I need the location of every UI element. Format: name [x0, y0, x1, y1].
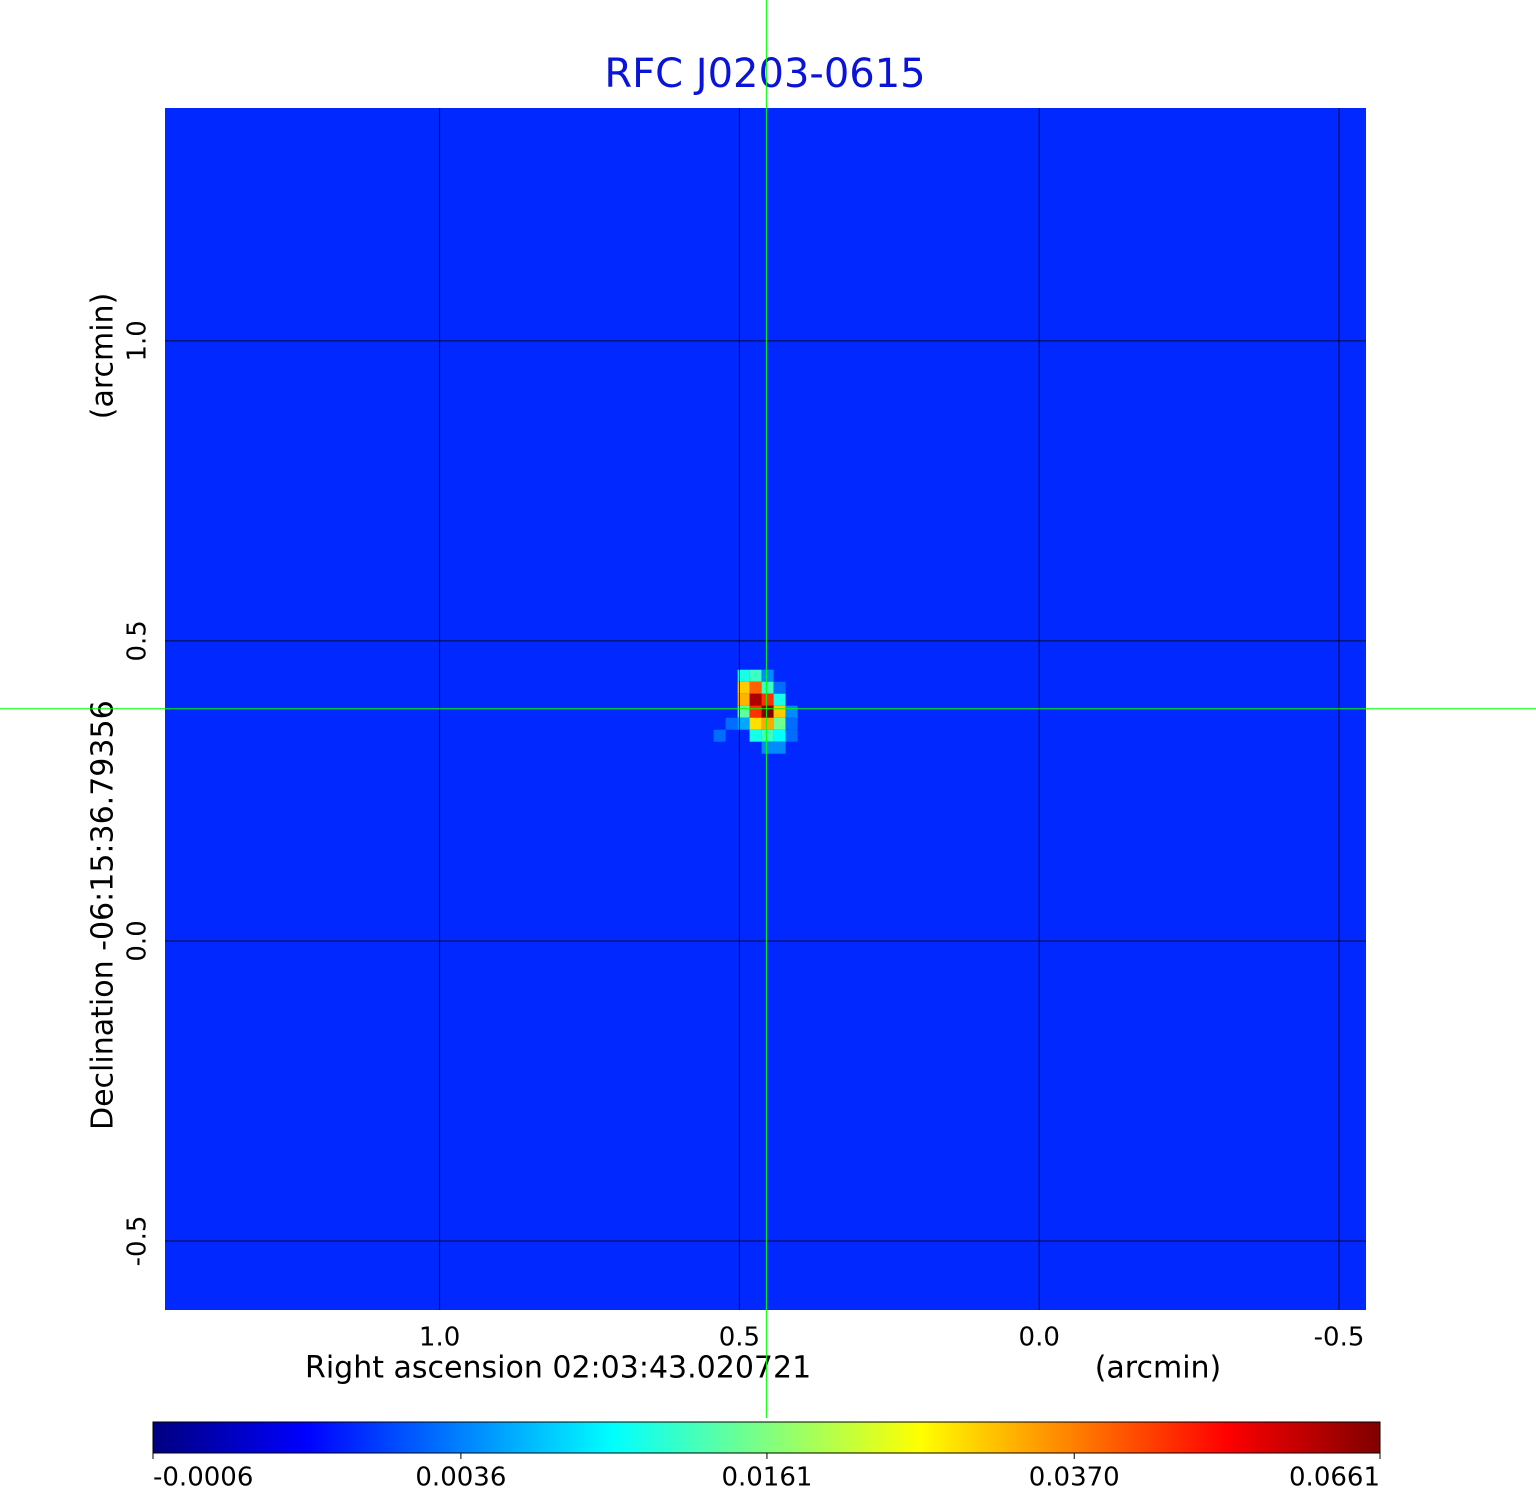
x-tick-label: -0.5 — [1314, 1323, 1365, 1353]
image-pixel — [749, 705, 762, 718]
x-axis-label: Right ascension 02:03:43.020721 — [305, 1351, 811, 1386]
colorbar-tick-label: -0.0006 — [153, 1463, 253, 1493]
y-axis-unit: (arcmin) — [86, 293, 121, 420]
image-pixel — [761, 681, 774, 694]
chart-title: RFC J0203-0615 — [604, 51, 925, 97]
image-pixel — [713, 729, 726, 742]
y-axis-label: Declination -06:15:36.79356 — [86, 700, 121, 1130]
image-pixel — [737, 717, 750, 730]
y-tick-label: 0.0 — [123, 920, 153, 961]
image-pixel — [737, 669, 750, 682]
image-pixel — [749, 729, 762, 742]
image-pixel — [785, 705, 798, 718]
x-tick-label: 1.0 — [419, 1323, 460, 1353]
image-pixel — [761, 741, 774, 754]
image-pixel — [737, 681, 750, 694]
x-tick-label: 0.5 — [719, 1323, 760, 1353]
x-tick-label: 0.0 — [1019, 1323, 1060, 1353]
image-pixel — [749, 693, 762, 706]
image-pixel — [785, 717, 798, 730]
image-pixel — [761, 669, 774, 682]
x-axis-unit: (arcmin) — [1095, 1351, 1222, 1386]
image-pixel — [785, 729, 798, 742]
colorbar — [152, 1421, 1381, 1454]
colorbar-tick-label: 0.0661 — [1289, 1463, 1380, 1493]
image-pixel — [749, 669, 762, 682]
image-pixel — [761, 729, 774, 742]
y-tick-label: 0.5 — [123, 620, 153, 661]
image-pixel — [773, 693, 786, 706]
y-tick-label: -0.5 — [123, 1216, 153, 1267]
image-pixel — [749, 717, 762, 730]
image-pixels — [713, 669, 798, 754]
image-pixel — [761, 717, 774, 730]
image-pixel — [761, 693, 774, 706]
image-pixel — [773, 741, 786, 754]
image-pixel — [737, 693, 750, 706]
colorbar-tick-label: 0.0370 — [1029, 1463, 1120, 1493]
y-tick-label: 1.0 — [123, 320, 153, 361]
image-pixel — [773, 705, 786, 718]
image-pixel — [749, 681, 762, 694]
image-pixel — [737, 705, 750, 718]
image-pixel — [725, 717, 738, 730]
colorbar-tick-label: 0.0036 — [415, 1463, 506, 1493]
image-pixel — [761, 705, 774, 718]
colorbar-tick-label: 0.0161 — [721, 1463, 812, 1493]
image-pixel — [773, 681, 786, 694]
image-pixel — [773, 717, 786, 730]
image-pixel — [773, 729, 786, 742]
